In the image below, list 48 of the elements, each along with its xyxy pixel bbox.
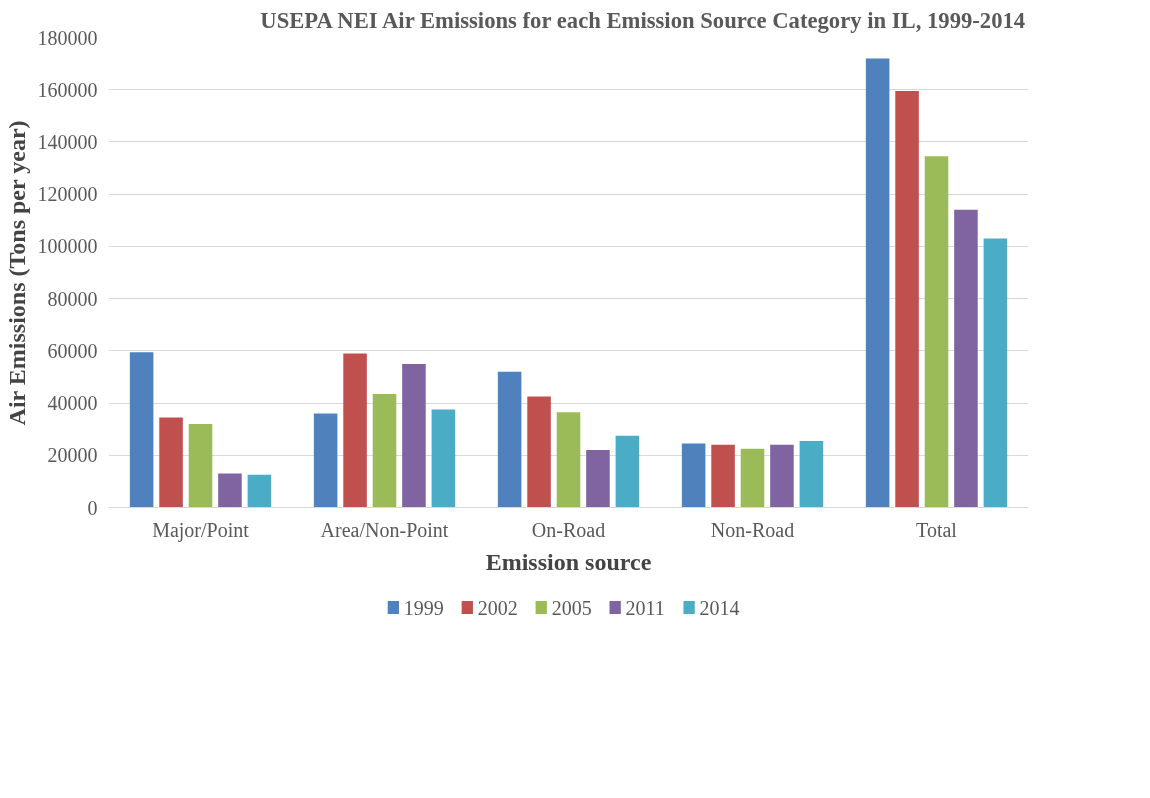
bar	[188, 423, 213, 508]
x-tick-label: Major/Point	[152, 518, 250, 542]
bar	[129, 352, 154, 508]
y-tick-label: 80000	[47, 287, 98, 310]
bar	[343, 353, 367, 508]
legend-label: 2014	[699, 596, 740, 619]
x-tick-label: On-Road	[531, 518, 606, 541]
y-tick-label: 60000	[47, 339, 98, 362]
bar	[954, 209, 978, 508]
bar	[527, 396, 551, 508]
bar	[159, 417, 183, 508]
bar	[681, 443, 706, 508]
legend-label: 1999	[403, 596, 444, 619]
bar	[372, 393, 397, 508]
bar	[711, 444, 735, 508]
bar	[924, 156, 949, 508]
x-tick-label: Total	[916, 518, 958, 541]
bar	[799, 440, 824, 508]
x-tick-label: Non-Road	[710, 518, 795, 541]
legend-label: 2011	[625, 596, 665, 619]
bar	[218, 473, 242, 508]
y-tick-label: 140000	[37, 130, 98, 153]
x-axis-title: Emission source	[485, 548, 652, 575]
bar	[740, 448, 765, 508]
y-tick-label: 0	[87, 496, 98, 519]
bar	[556, 412, 581, 508]
legend-label: 2005	[551, 596, 592, 619]
y-tick-label: 120000	[37, 183, 98, 206]
bar	[770, 444, 794, 508]
bar	[615, 435, 640, 508]
y-tick-label: 160000	[37, 78, 98, 101]
bar	[497, 371, 522, 508]
bar	[402, 363, 426, 508]
bar	[983, 238, 1008, 508]
bar	[431, 409, 456, 508]
legend-label: 2002	[477, 596, 518, 619]
bar	[313, 413, 338, 508]
y-axis-title: Air Emissions (Tons per year)	[3, 120, 30, 426]
bar	[586, 450, 610, 508]
bar	[865, 58, 890, 508]
y-tick-label: 40000	[47, 392, 98, 415]
bar	[895, 91, 919, 508]
y-tick-label: 180000	[37, 26, 98, 49]
y-tick-label: 20000	[47, 444, 98, 467]
x-tick-label: Area/Non-Point	[320, 518, 449, 541]
y-tick-label: 100000	[37, 235, 98, 258]
bar	[247, 474, 272, 508]
chart-title: USEPA NEI Air Emissions for each Emission Source Category in IL, 1999-2014	[260, 7, 1026, 33]
